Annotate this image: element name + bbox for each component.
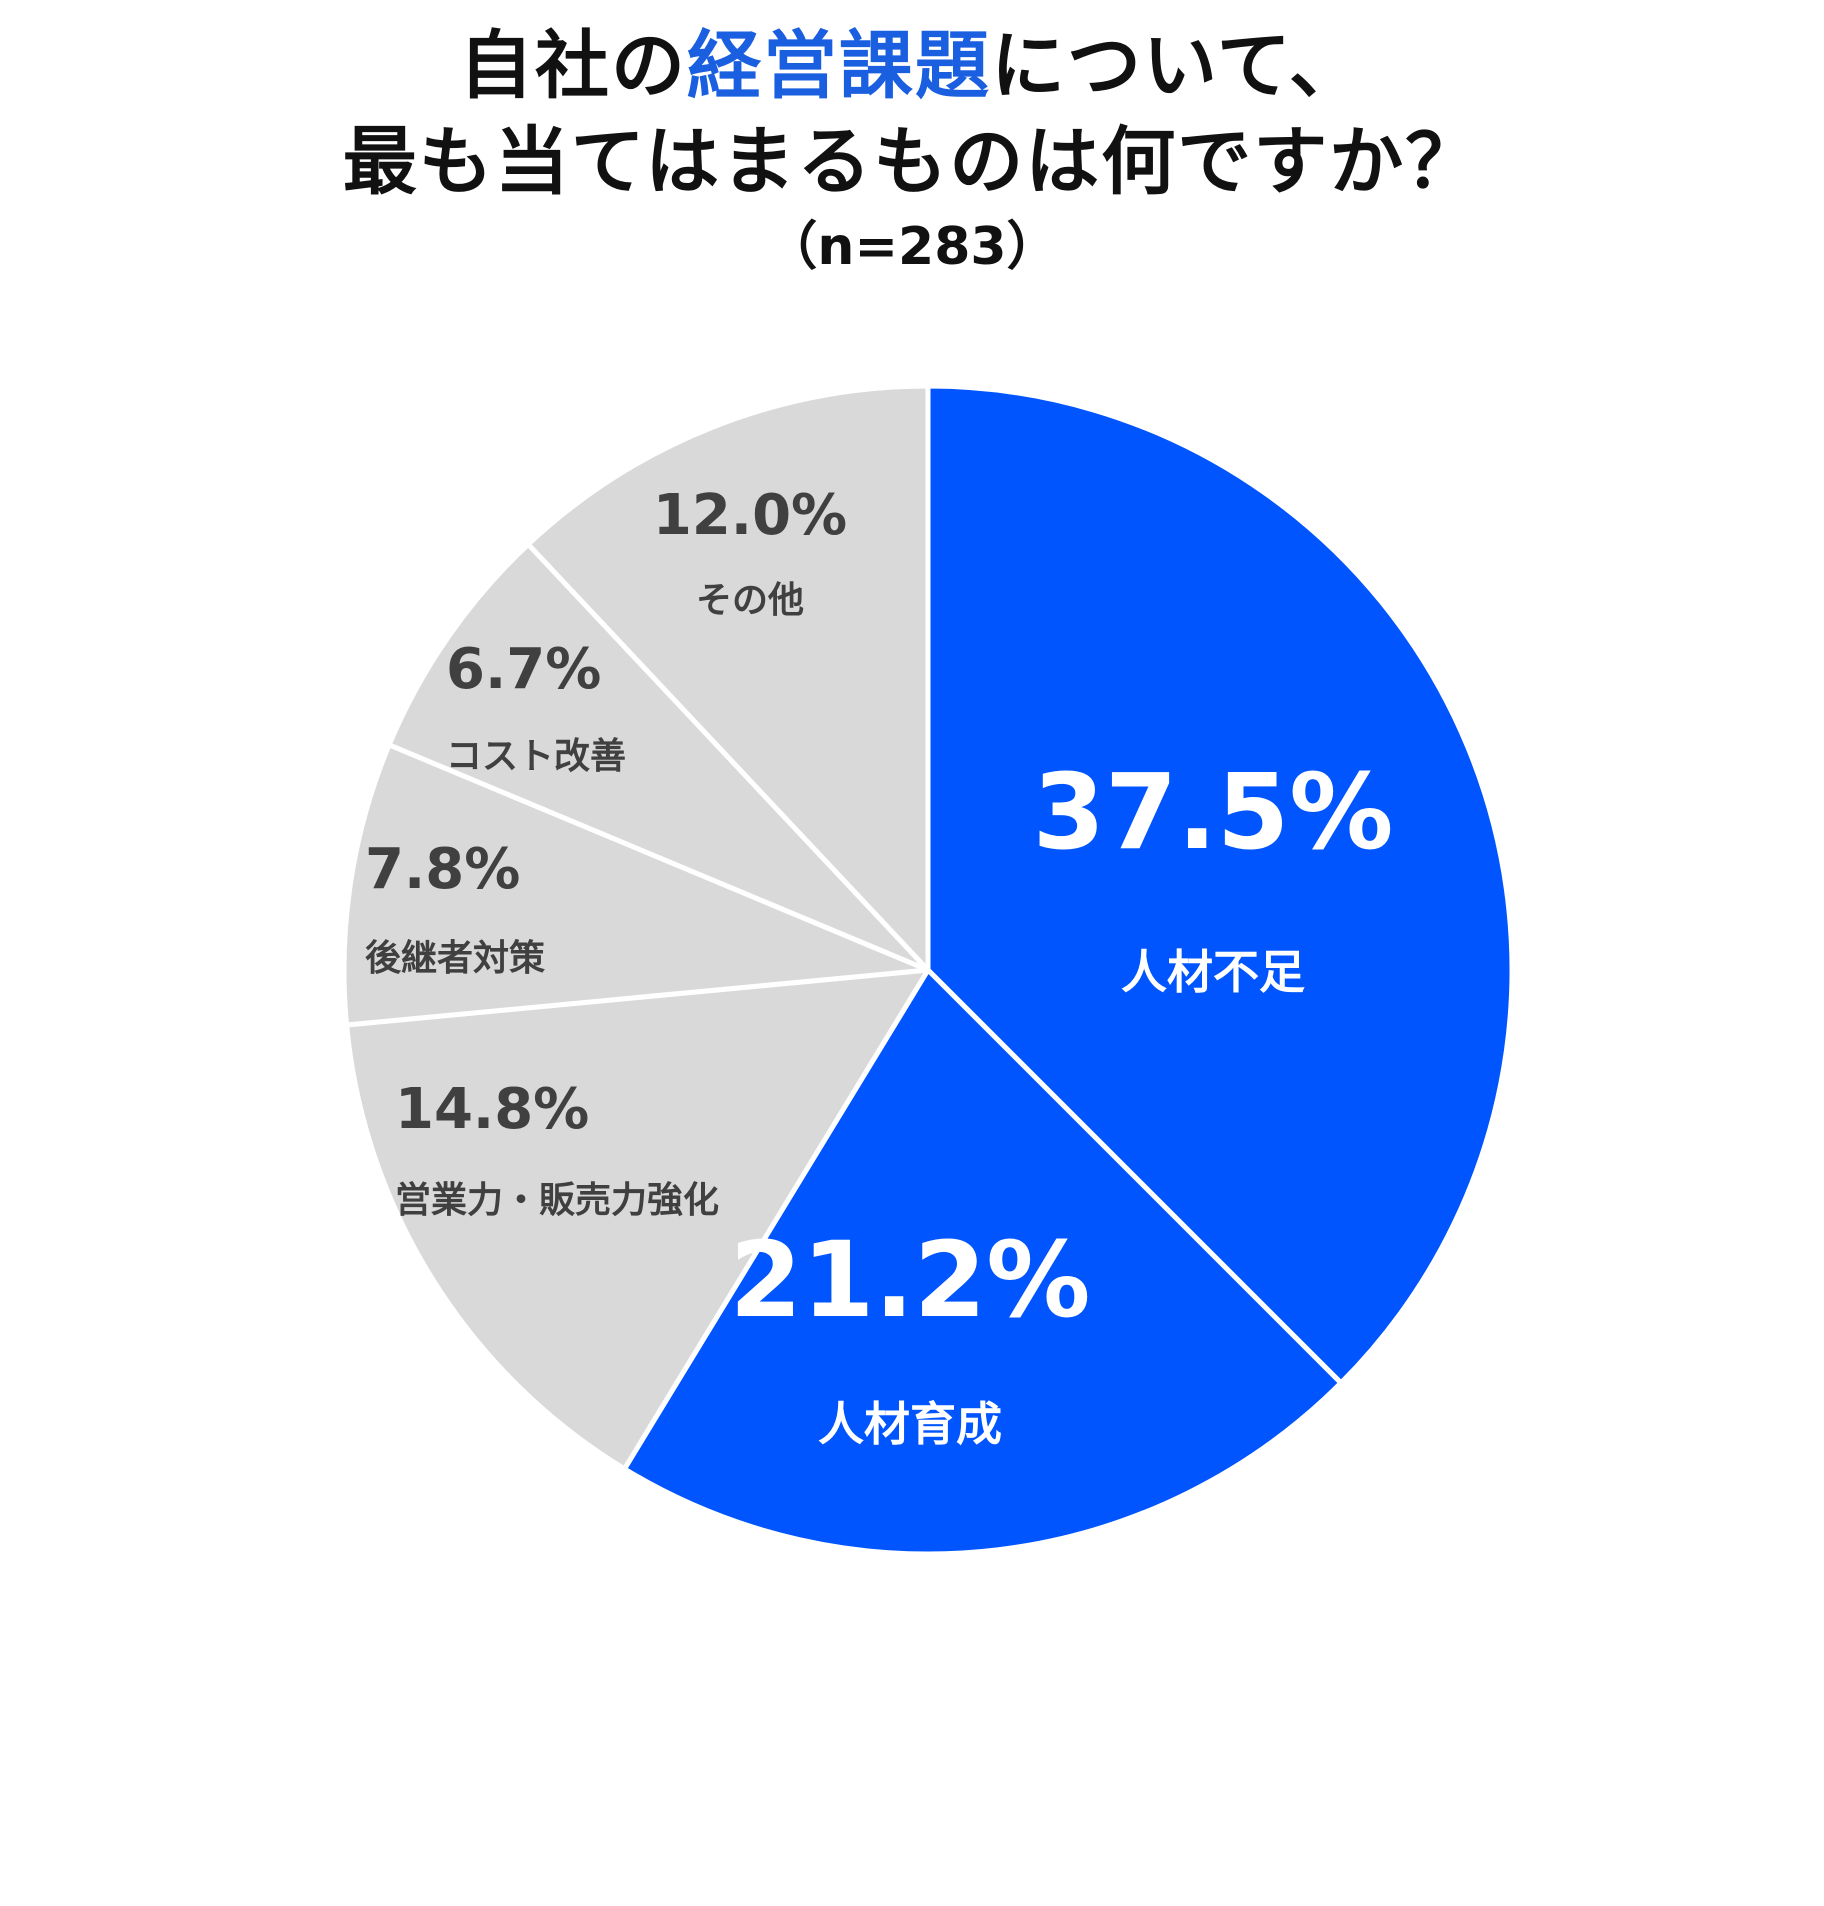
title-prefix: 自社の [458,23,687,109]
slice-value-label: 12.0% [653,483,847,548]
pie-slice [621,967,1344,1557]
pie-slice [344,967,931,1472]
pie-slice [386,541,931,973]
chart-title: 自社の経営課題について、 最も当てはまるものは何ですか？ （n=283） [0,18,1824,282]
title-line-2: 最も当てはまるものは何ですか？ [342,119,1482,205]
slice-value-label: 6.7% [446,637,601,702]
slice-category-label: その他 [696,580,804,621]
slice-value-label: 7.8% [365,837,520,902]
title-line-1: 自社の経営課題について、 [0,18,1824,114]
pie-slice [925,383,1515,1386]
pie-slice [525,383,931,973]
slice-category-label: 人材育成 [818,1397,1002,1451]
title-suffix: について、 [990,23,1366,109]
title-highlight: 経営課題 [686,23,991,109]
slice-category-label: 後継者対策 [365,938,545,979]
slice-category-label: コスト改善 [446,736,626,777]
pie-labels: 37.5% 人材不足 21.2% 人材育成 14.8% 営業力・販売力強化 7.8% 後継者対… [365,483,1393,1451]
sample-size: （n=283） [765,217,1059,277]
slice-value-label: 21.2% [730,1219,1091,1341]
pie-slices [341,383,1515,1557]
slice-category-label: 営業力・販売力強化 [395,1180,719,1221]
slice-value-label: 37.5% [1033,751,1394,873]
slice-category-label: 人材不足 [1121,945,1305,999]
slice-value-label: 14.8% [395,1077,589,1142]
pie-slice [341,742,931,1028]
